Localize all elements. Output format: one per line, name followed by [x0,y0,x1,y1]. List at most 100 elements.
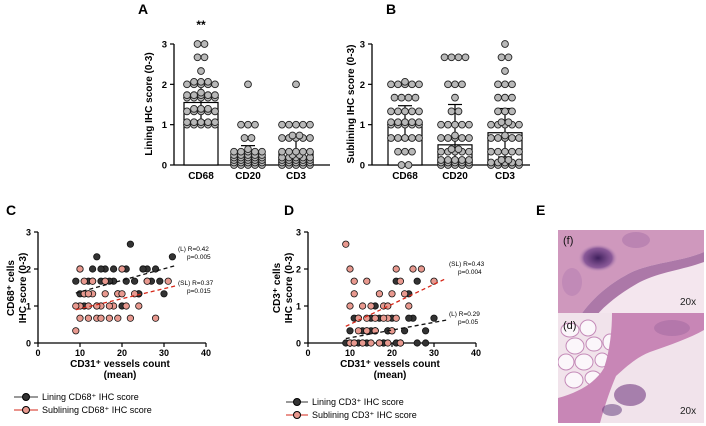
point-sublining [101,277,109,285]
data-point [401,134,409,142]
data-point [454,53,463,62]
regression-line-lining [75,264,177,294]
legend-d: Lining CD3⁺ IHC score Sublining CD3⁺ IHC… [286,397,417,420]
data-point [211,91,219,99]
data-point [447,53,456,62]
y-tick-label: 1 [162,120,168,131]
data-point [387,80,395,89]
point-sublining [89,277,97,285]
annotation-d-1-p: p=0.004 [458,269,482,276]
y-tick-label: 0 [162,161,167,172]
y-tick-label: 1 [360,120,366,131]
x-tick-label: 10 [75,348,85,358]
data-point [404,161,413,169]
y-tick-label: 2 [296,265,301,275]
data-point [454,145,463,154]
data-point [183,80,191,89]
data-point [211,107,219,116]
point-sublining [122,302,130,310]
histology-image-f: (f) 20x [558,230,704,316]
point-sublining [72,302,80,310]
data-point [411,93,420,102]
regression-line-lining [345,319,447,340]
data-point [200,53,209,62]
data-point [190,91,198,99]
data-point [508,134,516,142]
point-sublining [384,339,392,347]
point-sublining [84,290,93,298]
data-point [494,134,502,142]
data-point [465,147,473,156]
data-point [494,107,502,116]
y-axis-label-c-1: CD68⁺ cells [6,260,17,316]
data-point [401,147,409,156]
data-point [200,40,209,48]
data-point [501,147,509,156]
data-point [394,80,402,89]
data-point [197,88,205,97]
data-point [494,80,502,89]
point-sublining [126,314,134,322]
point-sublining [72,327,80,335]
data-point [451,93,459,102]
point-sublining [392,265,400,273]
y-axis-label-a: Lining IHC score (0-3) [144,52,155,155]
data-point [487,158,495,167]
data-point [278,134,286,142]
data-point [465,156,473,164]
x-tick-label: CD20 [235,171,261,182]
significance-annotation: ** [196,18,206,32]
data-point [190,77,198,86]
data-point [504,156,513,164]
point-sublining [84,314,93,322]
point-lining [346,327,354,335]
data-point [292,80,300,89]
data-point [387,107,395,116]
x-axis-label-d-sub: (mean) [374,370,407,381]
point-sublining [350,277,358,285]
point-sublining [152,314,160,322]
y-tick-label: 0 [360,161,365,172]
point-lining [110,265,118,273]
point-sublining [375,339,383,347]
point-sublining [97,314,105,322]
x-tick-label: CD20 [442,171,468,182]
y-tick-label: 2 [26,265,31,275]
point-sublining [367,339,375,347]
data-point [190,118,198,127]
panel-label-b: B [386,1,396,17]
point-sublining [363,327,371,335]
data-point [247,134,256,142]
data-point [193,40,202,48]
data-point [408,80,416,89]
y-tick-label: 3 [26,228,31,238]
scatter-cd3: CD3⁺ cells IHC score (0-3) 0 1 2 3 0 10 20 30 4… [272,228,485,421]
panel-label-a: A [138,1,148,17]
data-point [387,134,395,142]
data-point [415,118,423,127]
panel-label-c: C [6,202,16,218]
data-point [258,147,266,156]
data-point [397,93,406,102]
data-point [497,53,506,62]
point-lining [97,265,105,273]
point-sublining [350,339,358,347]
x-tick-label: CD3 [495,171,515,182]
data-point [251,147,259,156]
data-point [387,118,395,127]
data-point [415,80,423,89]
magnification-d: 20x [680,406,696,417]
data-point [204,105,212,113]
y-tick-label: 3 [162,40,167,51]
scatter-cd68: CD68⁺ cells IHC score (0-3) 0 1 2 3 0 10 20 30… [6,228,214,416]
data-point [237,147,245,156]
data-point [501,131,509,140]
data-point [461,53,470,62]
data-point [306,134,314,142]
data-point [183,91,191,99]
point-sublining [76,314,84,322]
data-point [487,134,495,142]
point-lining [156,277,164,285]
point-lining [413,277,421,285]
